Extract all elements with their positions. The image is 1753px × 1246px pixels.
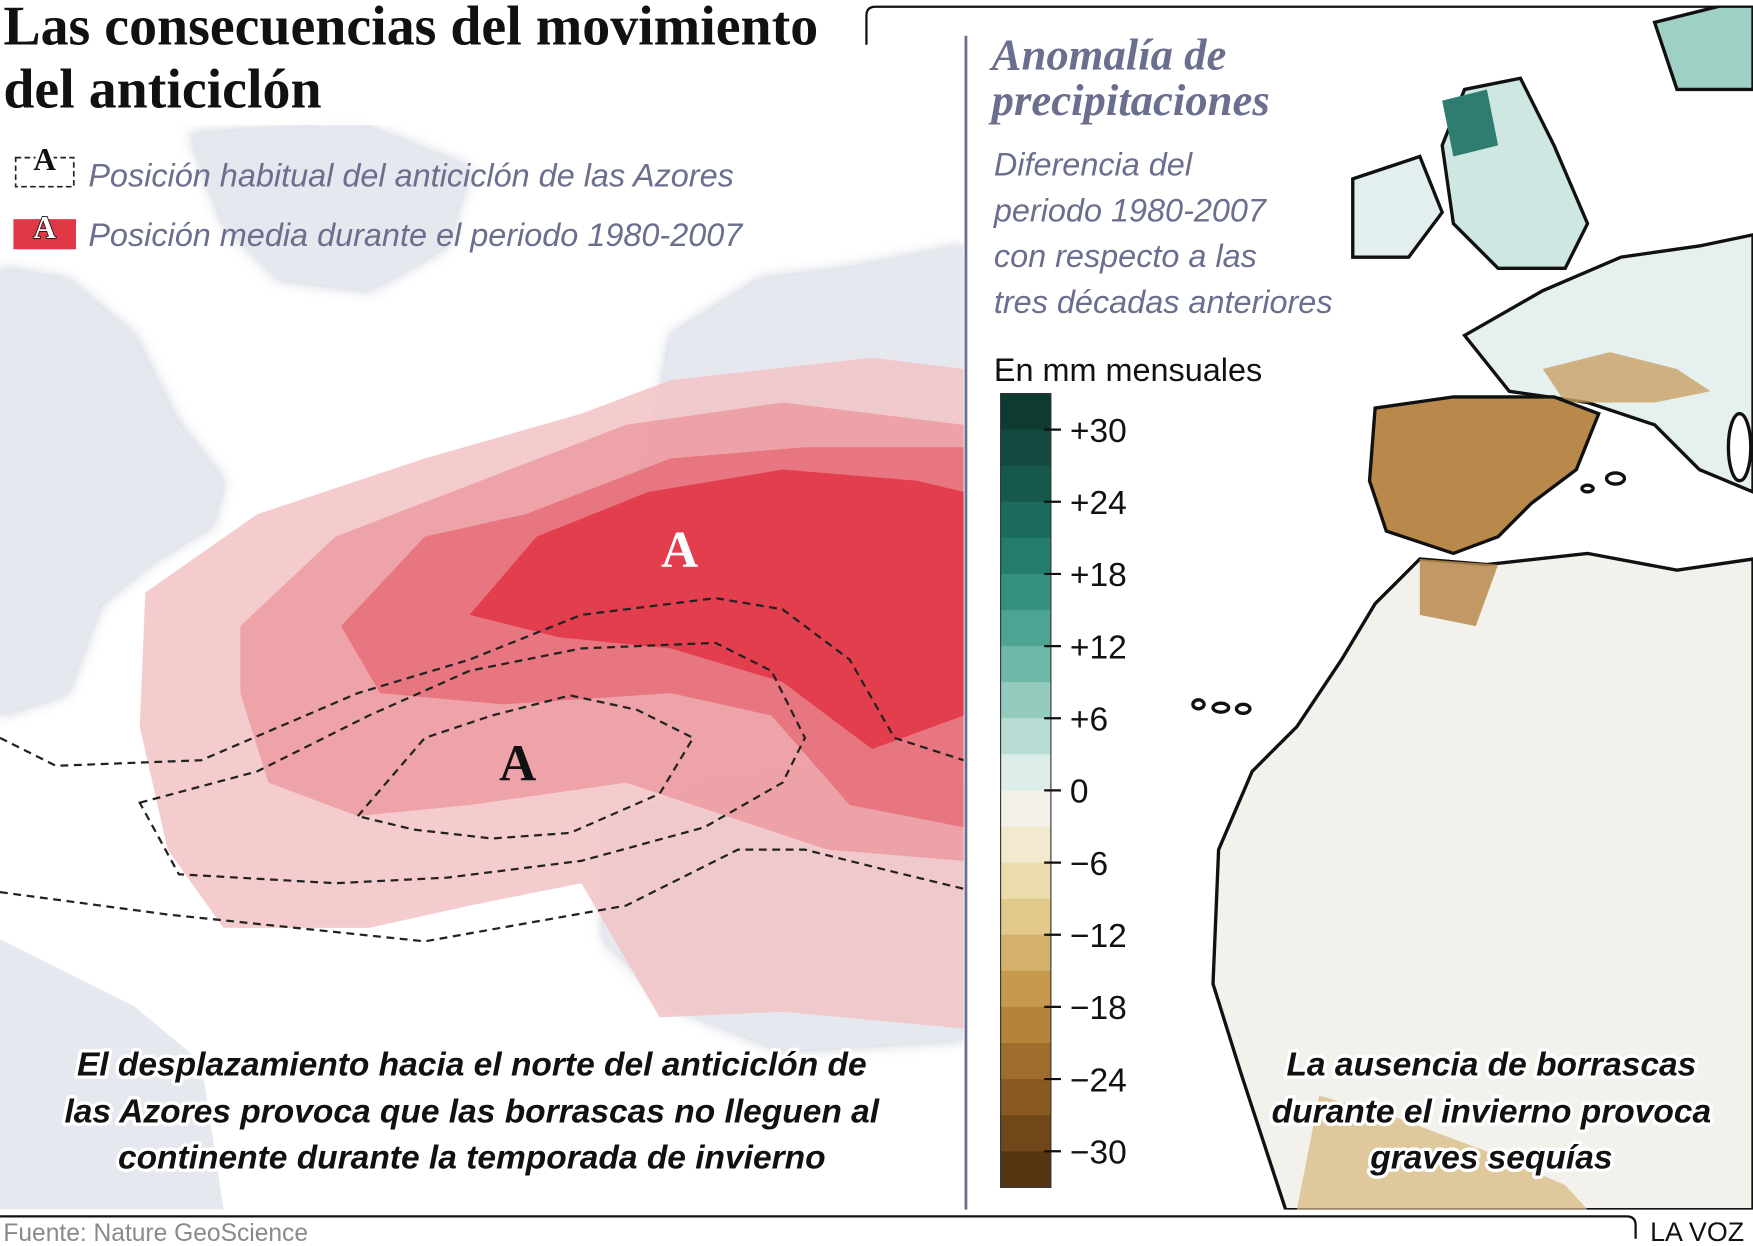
right-caption: graves sequías [1369,1139,1612,1176]
colorbar-band [1000,826,1051,864]
title-line: Las consecuencias del movimiento [3,0,818,58]
colorbar-tick-label: +18 [1070,557,1127,594]
colorbar-band [1000,682,1051,719]
dashed-contour-middle [138,641,807,885]
legend-label: Posición habitual del anticiclón de las … [88,158,734,194]
left-caption: las Azores provoca que las borrascas no … [64,1093,879,1130]
right-caption: durante el invierno provoca [1272,1093,1712,1130]
dashed-contour-outer-south [0,848,964,943]
current-position-contours [139,357,964,1029]
colorbar-tick-label: +12 [1070,629,1127,666]
left-map: A A [0,122,964,1210]
source: Fuente: Nature GeoScience [3,1220,308,1246]
colorbar-tick-label: −30 [1070,1135,1127,1172]
africa [1211,551,1753,1210]
colorbar-band [1000,646,1051,683]
colorbar-band [1000,862,1051,900]
panel-title: Anomalía de [989,29,1227,79]
habitual-position-contours [0,596,964,943]
ireland [1351,154,1445,259]
left-caption: continente durante la temporada de invie… [118,1139,826,1176]
colorbar-band [1000,970,1051,1008]
colorbar-band [1000,1151,1051,1188]
colorbar-band [1000,429,1051,467]
colorbar-tick-label: −6 [1070,846,1108,883]
right-map [967,5,1753,1210]
iberia [1367,395,1601,556]
contour-4 [469,469,964,750]
panel-subtitle: Diferencia del [994,147,1193,183]
morocco-dry [1419,558,1499,627]
top-frame [865,5,1753,45]
panel-title: precipitaciones [988,75,1270,125]
islands [1191,411,1753,715]
scotland-anomaly [1442,89,1499,157]
colorbar-band [1000,393,1051,431]
colorbar-tick-label: +30 [1070,413,1127,450]
colorbar-tick-label: −24 [1070,1062,1127,1099]
colorbar-band [1000,610,1051,647]
colorbar: +30 +24 +18 +12 +6 0 −6 −12 −18 −24 −30 [1000,392,1127,1188]
title-line: del anticiclón [3,58,321,120]
sahel-dry [1296,1095,1588,1210]
colorbar-band [1000,1115,1051,1152]
legend-symbol: A [33,210,56,245]
legend-habitual-swatch [14,156,75,188]
colorbar-band [1000,754,1051,791]
colorbar-tick-label: +24 [1070,485,1127,522]
colorbar-band [1000,1042,1051,1080]
legend-label: Posición media durante el periodo 1980-2… [88,217,744,253]
dashed-contour-inner [355,694,695,840]
panel-subtitle: con respecto a las [994,238,1257,274]
bottom-frame [0,1215,1637,1239]
colorbar-band [1000,898,1051,936]
right-panel-text: Anomalía de precipitaciones Diferencia d… [988,29,1333,388]
panel-subtitle: tres décadas anteriores [994,284,1333,320]
colorbar-band [1000,1006,1051,1044]
colorbar-tick-label: −12 [1070,918,1127,955]
legend-symbol: A [33,142,56,177]
france-dry [1542,352,1711,403]
title-backdrop [0,0,861,126]
right-caption: La ausencia de borrascas [1286,1047,1696,1084]
colorbar-unit: En mm mensuales [994,352,1262,388]
colorbar-band [1000,934,1051,972]
colorbar-band [1000,501,1051,539]
colorbar-band [1000,537,1051,575]
colorbar-band [1000,718,1051,755]
colorbar-tick-label: +6 [1070,702,1108,739]
colorbar-band [1000,790,1051,828]
current-high-label: A [661,522,698,579]
scandinavia [1652,5,1753,92]
left-caption: El desplazamiento hacia el norte del ant… [77,1047,867,1084]
legend-current-swatch [13,219,77,250]
colorbar-band [1000,465,1051,503]
brand: LA VOZ [1650,1217,1744,1246]
panel-subtitle: periodo 1980-2007 [993,192,1268,228]
colorbar-band [1000,573,1051,611]
colorbar-tick-label: −18 [1070,990,1127,1027]
colorbar-band [1000,1079,1051,1116]
dashed-contour-outer [0,596,964,767]
colorbar-tick-label: 0 [1070,774,1089,811]
habitual-high-label: A [499,735,536,792]
